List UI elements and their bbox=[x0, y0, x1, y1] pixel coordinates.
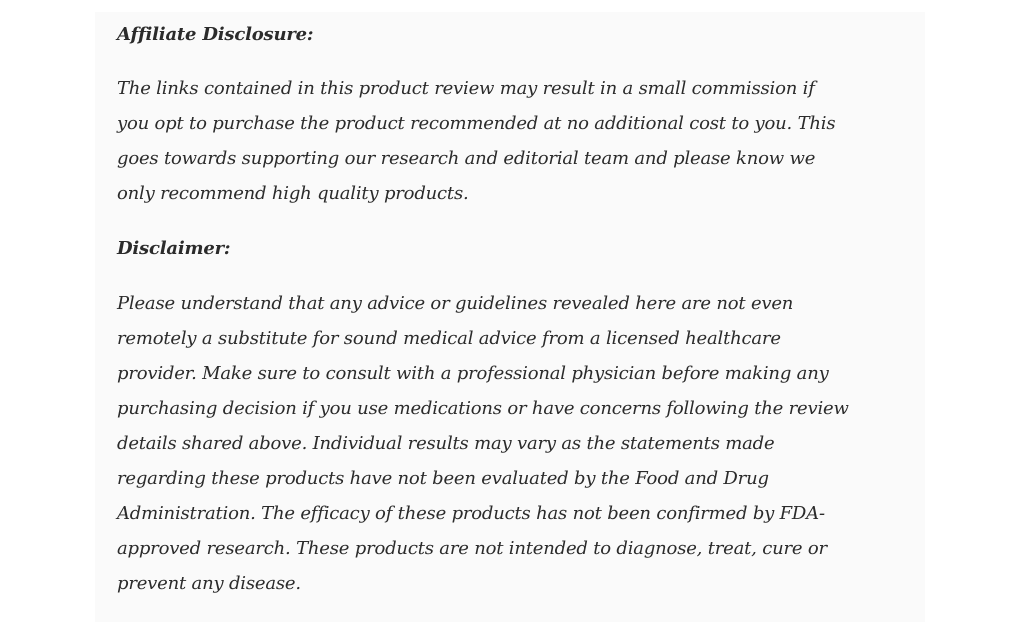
paragraph-line: approved research. These products are no… bbox=[117, 538, 827, 559]
paragraph-line: you opt to purchase the product recommen… bbox=[117, 113, 836, 134]
affiliate-disclosure-heading: Affiliate Disclosure: bbox=[117, 24, 314, 45]
paragraph-line: purchasing decision if you use medicatio… bbox=[117, 398, 849, 419]
paragraph-line: remotely a substitute for sound medical … bbox=[117, 328, 781, 349]
paragraph-line: Please understand that any advice or gui… bbox=[117, 293, 794, 314]
disclosure-panel bbox=[95, 12, 925, 622]
paragraph-line: only recommend high quality products. bbox=[117, 183, 469, 204]
paragraph-line: Administration. The efficacy of these pr… bbox=[117, 503, 825, 524]
paragraph-line: provider. Make sure to consult with a pr… bbox=[117, 363, 829, 384]
paragraph-line: regarding these products have not been e… bbox=[117, 468, 769, 489]
paragraph-line: The links contained in this product revi… bbox=[117, 78, 815, 99]
disclaimer-heading: Disclaimer: bbox=[117, 238, 231, 259]
paragraph-line: details shared above. Individual results… bbox=[117, 433, 775, 454]
paragraph-line: prevent any disease. bbox=[117, 573, 301, 594]
paragraph-line: goes towards supporting our research and… bbox=[117, 148, 816, 169]
